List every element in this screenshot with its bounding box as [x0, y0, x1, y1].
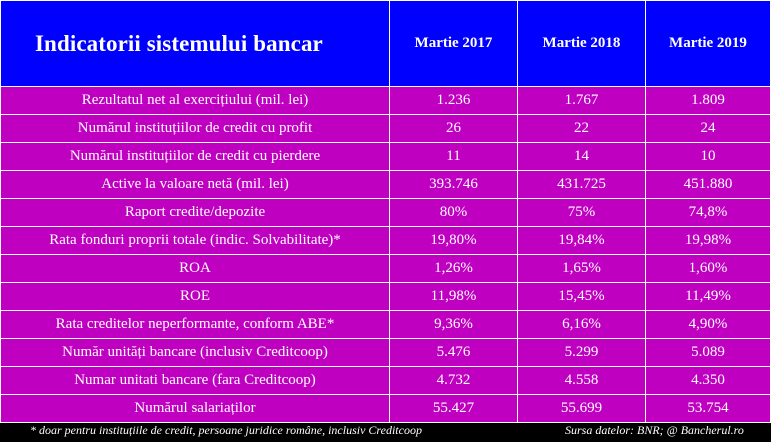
cell-value: 4.558	[518, 367, 646, 395]
cell-value: 19,98%	[646, 227, 771, 255]
footnote: * doar pentru instituțiile de credit, pe…	[30, 423, 422, 437]
cell-value: 80%	[390, 199, 518, 227]
table-row: Numărul instituțiilor de credit cu pierd…	[0, 143, 771, 171]
row-label: Raport credite/depozite	[0, 199, 390, 227]
cell-value: 1.809	[646, 87, 771, 115]
row-label: Număr unități bancare (inclusiv Creditco…	[0, 339, 390, 367]
cell-value: 15,45%	[518, 283, 646, 311]
cell-value: 1,65%	[518, 255, 646, 283]
cell-value: 4.732	[390, 367, 518, 395]
row-label: Numărul instituțiilor de credit cu profi…	[0, 115, 390, 143]
row-label: Rata creditelor neperformante, conform A…	[0, 311, 390, 339]
table-row: Rata creditelor neperformante, conform A…	[0, 311, 771, 339]
table-row: Numărul salariaților 55.427 55.699 53.75…	[0, 395, 771, 423]
table-row: Raport credite/depozite 80% 75% 74,8%	[0, 199, 771, 227]
cell-value: 11	[390, 143, 518, 171]
row-label: Rata fonduri proprii totale (indic. Solv…	[0, 227, 390, 255]
row-label: Numărul salariaților	[0, 395, 390, 423]
cell-value: 26	[390, 115, 518, 143]
cell-value: 22	[518, 115, 646, 143]
table-row: ROE 11,98% 15,45% 11,49%	[0, 283, 771, 311]
cell-value: 1,26%	[390, 255, 518, 283]
row-label: ROA	[0, 255, 390, 283]
column-header-2019: Martie 2019	[646, 0, 771, 87]
cell-value: 53.754	[646, 395, 771, 423]
cell-value: 19,84%	[518, 227, 646, 255]
cell-value: 6,16%	[518, 311, 646, 339]
cell-value: 5.476	[390, 339, 518, 367]
cell-value: 451.880	[646, 171, 771, 199]
cell-value: 74,8%	[646, 199, 771, 227]
table-title: Indicatorii sistemului bancar	[0, 0, 390, 87]
cell-value: 19,80%	[390, 227, 518, 255]
cell-value: 55.427	[390, 395, 518, 423]
row-label: Rezultatul net al exercițiului (mil. lei…	[0, 87, 390, 115]
data-source: Sursa datelor: BNR; @ Bancherul.ro	[565, 423, 744, 437]
table-row: Rezultatul net al exercițiului (mil. lei…	[0, 87, 771, 115]
cell-value: 393.746	[390, 171, 518, 199]
cell-value: 5.089	[646, 339, 771, 367]
row-label: Numărul instituțiilor de credit cu pierd…	[0, 143, 390, 171]
cell-value: 4,90%	[646, 311, 771, 339]
cell-value: 431.725	[518, 171, 646, 199]
header-row: Indicatorii sistemului bancar Martie 201…	[0, 0, 771, 87]
table-row: Active la valoare netă (mil. lei) 393.74…	[0, 171, 771, 199]
cell-value: 11,98%	[390, 283, 518, 311]
cell-value: 9,36%	[390, 311, 518, 339]
cell-value: 11,49%	[646, 283, 771, 311]
row-label: ROE	[0, 283, 390, 311]
cell-value: 4.350	[646, 367, 771, 395]
cell-value: 1.767	[518, 87, 646, 115]
cell-value: 1,60%	[646, 255, 771, 283]
table-row: Numar unitati bancare (fara Creditcoop) …	[0, 367, 771, 395]
banking-indicators-table: Indicatorii sistemului bancar Martie 201…	[0, 0, 771, 423]
footer: * doar pentru instituțiile de credit, pe…	[0, 419, 771, 442]
cell-value: 10	[646, 143, 771, 171]
table-row: Număr unități bancare (inclusiv Creditco…	[0, 339, 771, 367]
row-label: Numar unitati bancare (fara Creditcoop)	[0, 367, 390, 395]
cell-value: 55.699	[518, 395, 646, 423]
table-row: ROA 1,26% 1,65% 1,60%	[0, 255, 771, 283]
cell-value: 24	[646, 115, 771, 143]
table-row: Rata fonduri proprii totale (indic. Solv…	[0, 227, 771, 255]
column-header-2017: Martie 2017	[390, 0, 518, 87]
row-label: Active la valoare netă (mil. lei)	[0, 171, 390, 199]
cell-value: 5.299	[518, 339, 646, 367]
column-header-2018: Martie 2018	[518, 0, 646, 87]
cell-value: 75%	[518, 199, 646, 227]
cell-value: 1.236	[390, 87, 518, 115]
cell-value: 14	[518, 143, 646, 171]
table-row: Numărul instituțiilor de credit cu profi…	[0, 115, 771, 143]
